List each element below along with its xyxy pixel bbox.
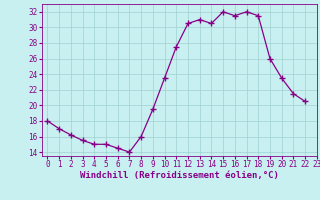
X-axis label: Windchill (Refroidissement éolien,°C): Windchill (Refroidissement éolien,°C) bbox=[80, 171, 279, 180]
